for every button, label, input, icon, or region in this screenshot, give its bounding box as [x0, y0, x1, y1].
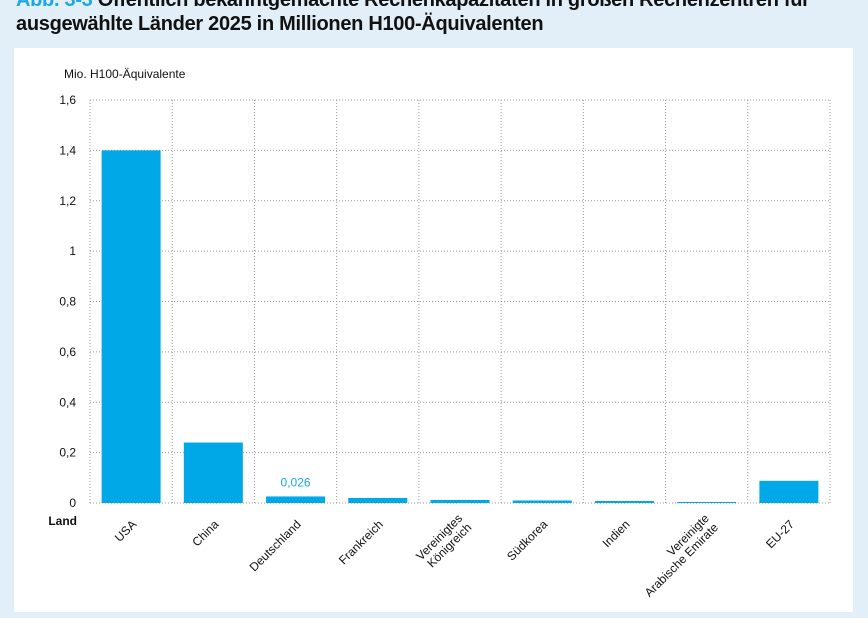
bar-frankreich	[348, 497, 408, 503]
y-axis-label: Mio. H100-Äquivalente	[64, 67, 186, 81]
y-tick-label: 1,6	[59, 93, 76, 107]
y-tick-label: 0	[69, 496, 76, 510]
y-tick-label: 0,6	[59, 345, 76, 359]
x-tick-label: Deutschland	[247, 517, 304, 574]
title-line-1: Öffentlich bekanntgemachte Rechenkapazit…	[97, 0, 810, 11]
x-tick-label: Südkorea	[504, 517, 550, 563]
y-tick-label: 1,4	[59, 143, 76, 157]
y-tick-label: 0,2	[59, 446, 76, 460]
y-tick-label: 1	[69, 244, 76, 258]
bar-südkorea	[512, 500, 572, 503]
x-tick-label: VereinigtesKönigreich	[413, 511, 474, 572]
bar-china	[183, 442, 243, 503]
bar-indien	[594, 500, 654, 503]
x-tick-label: Indien	[600, 517, 633, 550]
title-line-2: ausgewählte Länder 2025 in Millionen H10…	[16, 13, 544, 35]
data-label: 0,026	[281, 475, 311, 489]
figure-label: Abb. 3-3	[16, 0, 93, 11]
bar-deutschland	[266, 496, 326, 503]
y-tick-label: 0,4	[59, 395, 76, 409]
x-tick-label: EU-27	[763, 517, 797, 551]
x-tick-label: China	[189, 517, 221, 549]
x-axis-label: Land	[48, 514, 77, 528]
bar-eu-27	[759, 480, 819, 503]
x-tick-label: Frankreich	[336, 517, 386, 567]
bar-usa	[101, 150, 161, 503]
y-tick-label: 0,8	[59, 295, 76, 309]
x-tick-label: USA	[112, 517, 139, 544]
y-tick-label: 1,2	[59, 194, 76, 208]
figure-title: Abb. 3-3 Öffentlich bekanntgemachte Rech…	[16, 0, 810, 36]
bar-vereinigte-arabische-emirate	[677, 501, 737, 503]
bar-vereinigtes-königreich	[430, 499, 490, 503]
x-tick-label: VereinigteArabische Emirate	[633, 511, 722, 600]
